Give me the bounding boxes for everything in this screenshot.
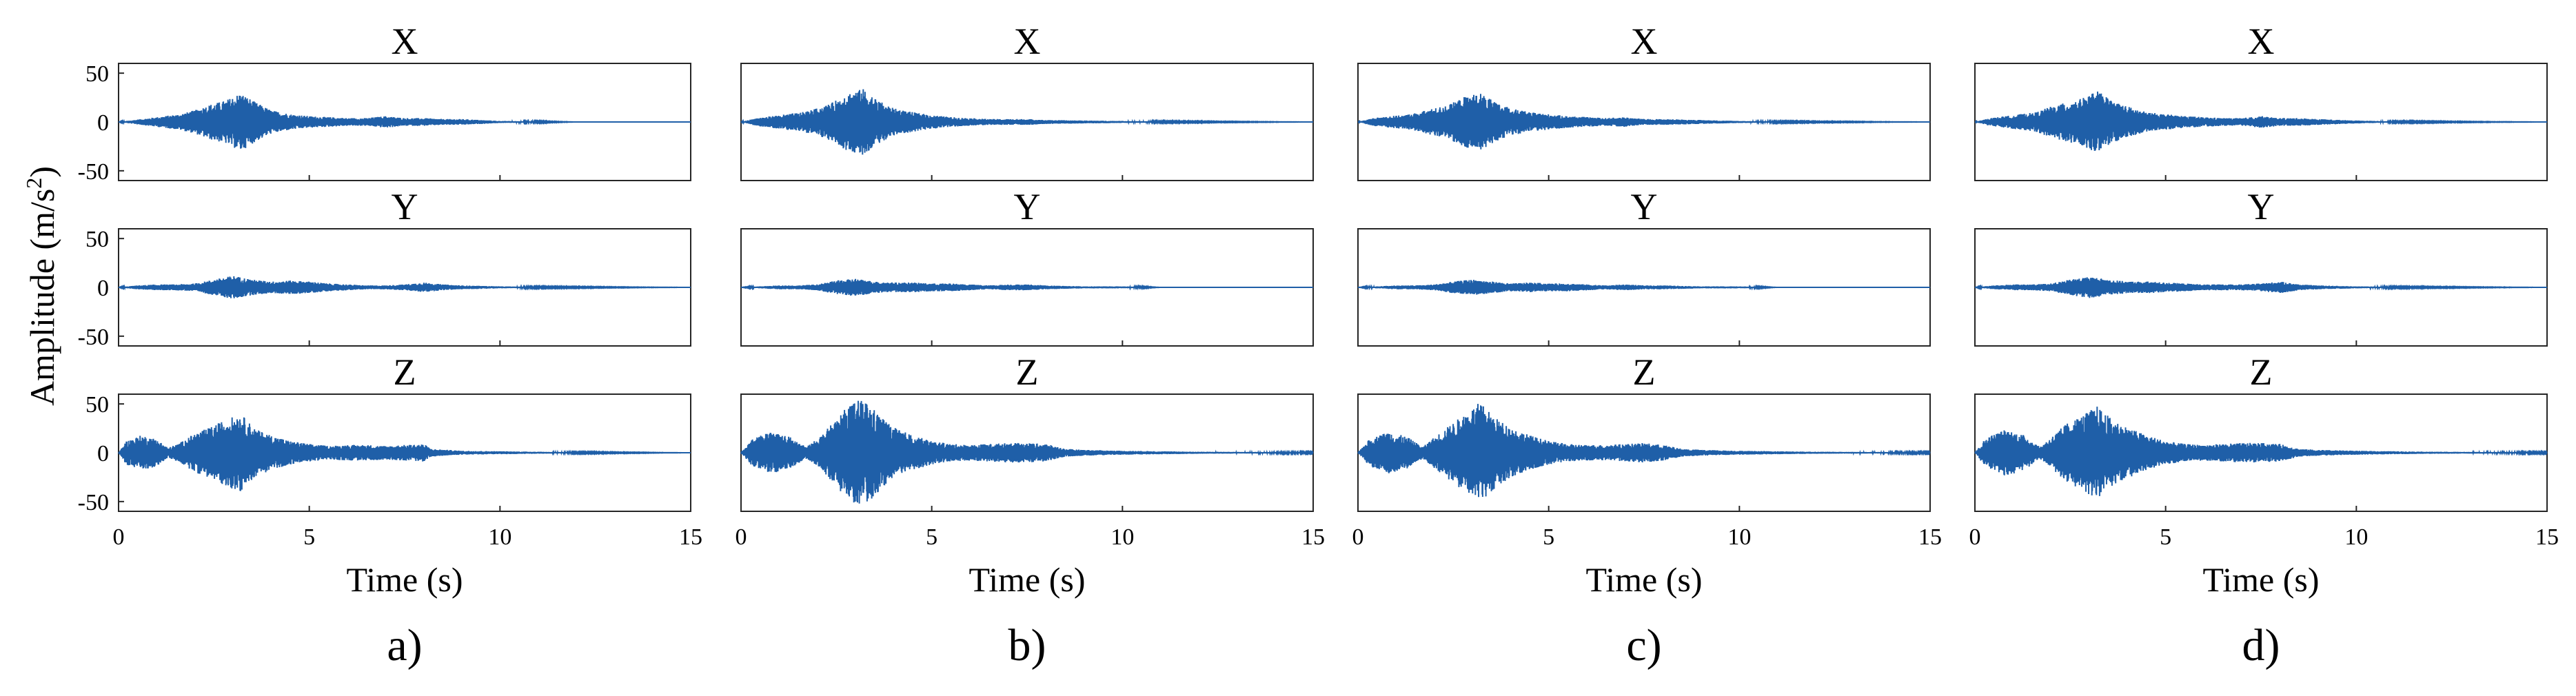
- subplot-y: Y: [1357, 186, 1931, 347]
- subplot-title: X: [2248, 21, 2275, 62]
- subplot-x: X: [1974, 21, 2548, 181]
- shared-y-axis-label: Amplitude (m/s2): [21, 166, 61, 406]
- panel-label: a): [387, 620, 422, 671]
- x-tick-label: 5: [1543, 524, 1554, 550]
- y-tick-label: 0: [97, 110, 109, 136]
- y-tick-label: -50: [78, 490, 109, 515]
- panel-label: d): [2242, 620, 2280, 671]
- subplot-title: Y: [392, 186, 418, 227]
- subplot-title: Z: [1633, 351, 1656, 393]
- subplot-x: X: [1357, 21, 1931, 181]
- y-tick-label: 0: [97, 441, 109, 467]
- subplot-title: X: [1014, 21, 1041, 62]
- subplot-z: Z 50 0 -50: [78, 351, 691, 515]
- y-tick-label: 50: [85, 392, 109, 418]
- ylabel-close: ): [23, 166, 61, 178]
- x-tick-label: 10: [488, 524, 511, 550]
- subplot-title: Y: [2248, 186, 2275, 227]
- subplot-title: X: [1631, 21, 1658, 62]
- panel-d: X Y Z 0 5 10 15 Time (s) d): [1969, 21, 2559, 671]
- x-tick-label: 0: [1969, 524, 1981, 550]
- x-tick-label: 15: [679, 524, 702, 550]
- subplot-z: Z: [1357, 351, 1931, 512]
- x-tick-label: 5: [2160, 524, 2171, 550]
- subplot-y: Y 50 0 -50: [78, 186, 691, 350]
- subplot-x: X: [740, 21, 1314, 181]
- waveform-series-x-0: [1974, 91, 2547, 151]
- y-tick-label: 50: [85, 61, 109, 87]
- subplot-title: Y: [1631, 186, 1658, 227]
- x-tick-label: 0: [1352, 524, 1364, 550]
- x-tick-label: 0: [736, 524, 747, 550]
- x-tick-label: 0: [113, 524, 125, 550]
- subplot-z: Z: [740, 351, 1314, 512]
- subplot-title: Z: [2250, 351, 2273, 393]
- subplot-z: Z: [1974, 351, 2548, 512]
- x-axis-label: Time (s): [2202, 560, 2319, 599]
- panel-b: X Y Z 0 5 10 15 Time (s) b): [736, 21, 1326, 671]
- x-tick-label: 10: [1110, 524, 1134, 550]
- x-tick-label: 15: [1918, 524, 1942, 550]
- x-tick-label: 5: [926, 524, 937, 550]
- x-tick-label: 10: [1727, 524, 1751, 550]
- subplot-y: Y: [740, 186, 1314, 347]
- waveform-series-z-0: [118, 417, 691, 491]
- x-tick-label: 15: [2535, 524, 2559, 550]
- y-tick-label: -50: [78, 325, 109, 350]
- y-tick-label: -50: [78, 159, 109, 185]
- x-axis-label: Time (s): [1585, 560, 1702, 599]
- y-tick-label: 0: [97, 276, 109, 301]
- x-axis-label: Time (s): [346, 560, 463, 599]
- subplot-title: Z: [1016, 351, 1039, 393]
- subplot-x: X 50 0 -50: [78, 21, 691, 185]
- waveform-series-z-0: [1357, 404, 1931, 498]
- x-tick-label: 5: [303, 524, 315, 550]
- waveform-series-z-0: [1974, 407, 2548, 496]
- y-tick-label: 50: [85, 227, 109, 252]
- ylabel-superscript: 2: [21, 178, 46, 189]
- panel-label: b): [1008, 620, 1046, 671]
- x-tick-label: 10: [2344, 524, 2368, 550]
- panel-c: X Y Z 0 5 10 15 Time (s) c): [1352, 21, 1943, 671]
- subplot-title: Y: [1014, 186, 1041, 227]
- subplot-title: X: [392, 21, 418, 62]
- subplot-title: Z: [394, 351, 416, 393]
- x-tick-label: 15: [1301, 524, 1325, 550]
- x-axis-label: Time (s): [968, 560, 1085, 599]
- panel-label: c): [1626, 620, 1661, 671]
- subplot-y: Y: [1974, 186, 2548, 347]
- ylabel-main: Amplitude (m/s: [23, 189, 61, 406]
